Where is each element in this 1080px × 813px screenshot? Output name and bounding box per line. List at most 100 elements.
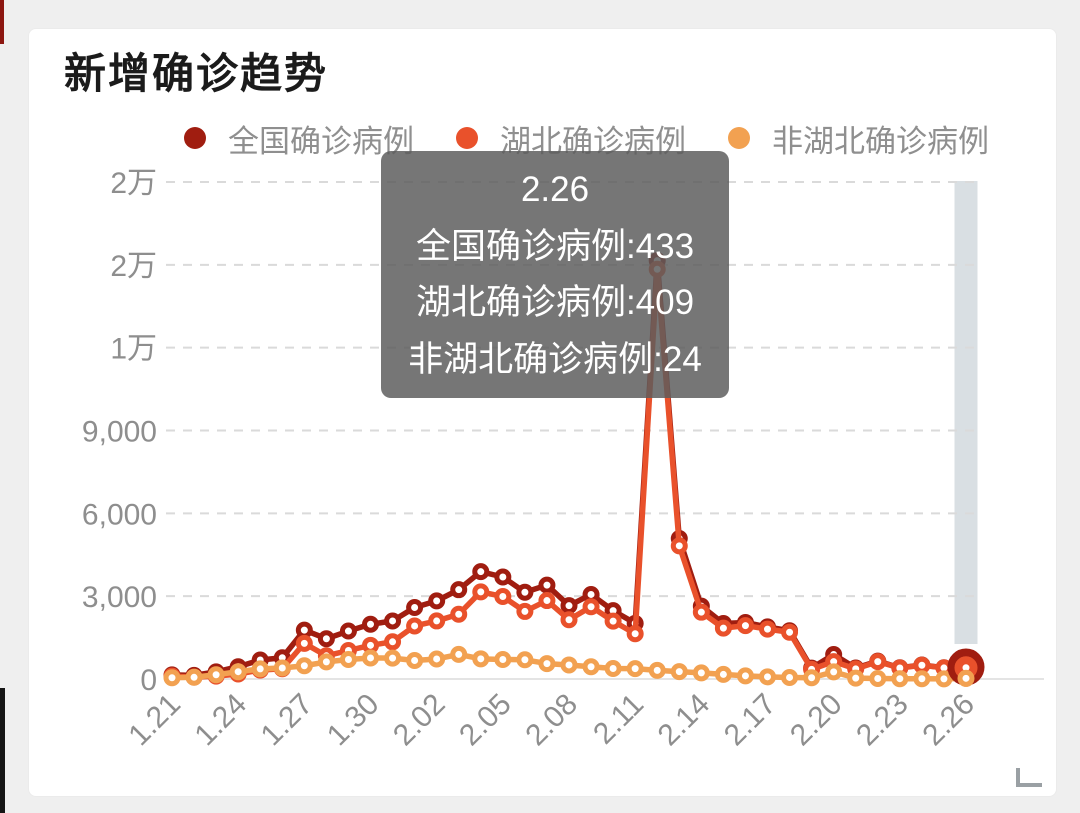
legend-label: 非湖北确诊病例 [772,123,989,159]
data-point-marker[interactable] [560,656,578,674]
legend-item-hubei[interactable]: 湖北确诊病例 [456,116,686,161]
data-point-marker[interactable] [516,602,534,620]
chart-legend: 全国确诊病例 湖北确诊病例 非湖北确诊病例 [184,120,989,159]
data-point-marker[interactable] [339,651,357,669]
data-point-marker[interactable] [450,605,468,623]
x-axis-tick-label: 2.26 [916,688,981,753]
y-axis-tick-label: 2万 [110,250,157,283]
data-point-marker[interactable] [362,649,379,667]
data-point-marker[interactable] [825,663,843,681]
legend-item-national[interactable]: 全国确诊病例 [184,116,414,161]
data-point-marker[interactable] [847,669,865,687]
data-point-marker[interactable] [472,563,490,581]
y-axis-tick-label: 1万 [110,333,157,366]
data-point-marker[interactable] [317,653,335,671]
data-point-marker[interactable] [869,653,887,671]
data-point-marker[interactable] [450,645,468,663]
data-point-marker[interactable] [736,667,754,685]
data-point-marker[interactable] [670,537,688,555]
data-point-marker[interactable] [295,657,313,675]
data-point-marker[interactable] [582,598,600,616]
data-point-marker[interactable] [295,621,313,639]
data-point-marker[interactable] [582,658,600,676]
data-point-marker[interactable] [781,668,799,686]
x-axis-tick-label: 2.20 [784,688,849,753]
data-point-marker[interactable] [803,669,821,687]
data-point-marker[interactable] [229,663,247,681]
data-point-marker[interactable] [736,617,754,635]
data-point-marker[interactable] [317,630,335,648]
x-axis-tick-label: 2.05 [453,688,518,753]
data-point-marker[interactable] [604,659,622,677]
data-point-marker[interactable] [406,652,424,670]
data-point-marker[interactable] [273,659,291,677]
x-axis-tick-label: 2.02 [387,688,452,753]
data-point-marker[interactable] [163,669,181,687]
data-point-marker[interactable] [648,661,666,679]
data-point-marker[interactable] [692,603,710,621]
x-axis-tick-label: 2.17 [718,688,783,753]
legend-label: 湖北确诊病例 [500,123,686,159]
data-point-marker[interactable] [692,664,710,682]
data-point-marker[interactable] [494,568,512,586]
data-point-marker[interactable] [450,581,468,599]
data-point-marker[interactable] [339,622,357,640]
y-axis-tick-label: 3,000 [82,581,157,614]
resize-handle-icon [1016,768,1042,787]
left-edge-black-strip [0,688,5,813]
data-point-marker[interactable] [670,663,688,681]
data-point-marker[interactable] [759,668,776,686]
legend-label: 全国确诊病例 [228,123,414,159]
data-point-marker[interactable] [538,655,556,673]
data-point-marker[interactable] [384,649,402,667]
x-axis-tick-label: 2.08 [519,688,584,753]
chart-title: 新增确诊趋势 [64,50,329,97]
data-point-marker[interactable] [494,588,512,606]
data-point-marker[interactable] [648,260,666,278]
data-point-marker[interactable] [472,583,490,601]
data-point-marker[interactable] [604,612,622,630]
data-point-marker[interactable] [891,670,909,688]
data-point-marker[interactable] [759,620,776,638]
data-point-marker[interactable] [251,660,269,678]
data-point-marker[interactable] [494,650,512,668]
data-point-marker[interactable] [384,633,402,651]
y-axis-tick-label: 9,000 [82,416,157,449]
data-point-marker[interactable] [538,592,556,610]
x-axis-tick-label: 2.11 [587,688,650,751]
data-point-marker[interactable] [185,668,203,686]
national-legend-dot-icon [184,127,206,149]
data-point-marker[interactable] [207,666,225,684]
data-point-marker[interactable] [428,592,446,610]
data-point-marker[interactable] [295,634,313,652]
y-axis-tick-label: 2万 [110,167,157,200]
highlighted-point-non-hubei[interactable] [957,669,975,687]
data-point-marker[interactable] [560,597,578,615]
data-point-marker[interactable] [560,611,578,629]
y-axis-tick-label: 6,000 [82,498,157,531]
data-point-marker[interactable] [913,656,931,674]
data-point-marker[interactable] [781,623,799,641]
x-axis-tick-label: 1.30 [321,688,386,753]
data-point-marker[interactable] [362,615,379,633]
data-point-marker[interactable] [869,670,887,688]
data-point-marker[interactable] [714,665,732,683]
x-axis-tick-label: 1.24 [188,688,253,753]
x-axis-tick-label: 2.23 [850,688,915,753]
data-point-marker[interactable] [428,650,446,668]
data-point-marker[interactable] [406,617,424,635]
data-point-marker[interactable] [626,625,644,643]
data-point-marker[interactable] [714,619,732,637]
data-point-marker[interactable] [516,583,534,601]
data-point-marker[interactable] [516,651,534,669]
data-point-marker[interactable] [384,612,402,630]
data-point-marker[interactable] [626,660,644,678]
data-point-marker[interactable] [472,650,490,668]
data-point-marker[interactable] [538,576,556,594]
data-point-marker[interactable] [428,612,446,630]
data-point-marker[interactable] [406,598,424,616]
legend-item-non-hubei[interactable]: 非湖北确诊病例 [728,116,989,161]
data-point-marker[interactable] [913,670,931,688]
data-point-marker[interactable] [935,670,953,688]
